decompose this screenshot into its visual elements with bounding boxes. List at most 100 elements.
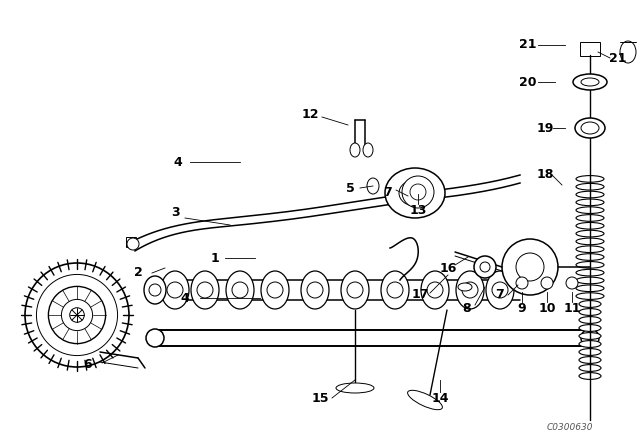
Circle shape [492,282,508,298]
Circle shape [307,282,323,298]
Ellipse shape [576,199,604,206]
Text: 20: 20 [519,76,537,89]
Ellipse shape [576,254,604,260]
Ellipse shape [421,271,449,309]
Text: 5: 5 [346,181,355,194]
Text: 3: 3 [171,207,179,220]
Text: C0300630: C0300630 [547,423,593,432]
Ellipse shape [576,269,604,276]
Text: 9: 9 [518,302,526,314]
Circle shape [410,184,426,200]
Ellipse shape [301,271,329,309]
Text: 4: 4 [173,155,182,168]
Ellipse shape [367,178,379,194]
Ellipse shape [579,349,601,355]
Ellipse shape [350,143,360,157]
Bar [163,283,179,290]
Ellipse shape [191,271,219,309]
Circle shape [516,253,544,281]
Ellipse shape [474,256,496,278]
Ellipse shape [575,118,605,138]
Circle shape [402,176,434,208]
Ellipse shape [399,180,431,206]
Ellipse shape [579,325,601,332]
Ellipse shape [486,271,514,309]
Ellipse shape [579,365,601,371]
Ellipse shape [576,293,604,299]
Text: 2: 2 [134,267,142,280]
Text: 1: 1 [211,251,220,264]
Text: 13: 13 [410,203,427,216]
Text: 4: 4 [180,292,189,305]
Circle shape [462,282,478,298]
Ellipse shape [579,340,601,347]
Ellipse shape [581,122,599,134]
Circle shape [127,238,139,250]
Circle shape [347,282,363,298]
Text: 7: 7 [495,289,504,302]
Circle shape [541,277,553,289]
Text: 15: 15 [311,392,329,405]
Ellipse shape [576,207,604,214]
Text: 7: 7 [383,185,392,198]
Circle shape [197,282,213,298]
Text: 17: 17 [412,289,429,302]
Ellipse shape [226,271,254,309]
Ellipse shape [146,329,164,347]
Ellipse shape [576,191,604,198]
Text: 18: 18 [536,168,554,181]
Ellipse shape [408,390,442,410]
Circle shape [267,282,283,298]
Ellipse shape [579,357,601,363]
Ellipse shape [576,215,604,221]
Bar [126,237,136,247]
Circle shape [232,282,248,298]
Text: 6: 6 [84,358,92,371]
Text: 11: 11 [563,302,580,314]
Text: 16: 16 [439,262,457,275]
Text: 8: 8 [463,302,471,314]
Ellipse shape [480,262,490,272]
Ellipse shape [381,271,409,309]
Ellipse shape [336,383,374,393]
Ellipse shape [576,230,604,237]
Ellipse shape [620,41,636,63]
Ellipse shape [161,271,189,309]
Text: 12: 12 [301,108,319,121]
Ellipse shape [385,168,445,218]
Circle shape [167,282,183,298]
Bar [580,42,600,56]
Ellipse shape [576,183,604,190]
Ellipse shape [576,246,604,253]
Ellipse shape [458,283,472,291]
Circle shape [502,239,558,295]
Text: 21: 21 [519,39,537,52]
Ellipse shape [579,317,601,323]
Text: 14: 14 [431,392,449,405]
Ellipse shape [576,176,604,182]
Ellipse shape [581,78,599,86]
Text: 21: 21 [609,52,627,65]
Ellipse shape [456,271,484,309]
Ellipse shape [576,223,604,229]
Ellipse shape [341,271,369,309]
Ellipse shape [261,271,289,309]
Circle shape [427,282,443,298]
Ellipse shape [576,262,604,268]
Ellipse shape [579,301,601,307]
Ellipse shape [573,74,607,90]
Ellipse shape [363,143,373,157]
Ellipse shape [579,373,601,379]
Circle shape [516,277,528,289]
Ellipse shape [576,285,604,292]
Circle shape [149,284,161,296]
Text: 10: 10 [538,302,556,314]
Ellipse shape [144,276,166,304]
Ellipse shape [579,309,601,315]
Text: 19: 19 [536,121,554,134]
Ellipse shape [576,277,604,284]
Ellipse shape [581,329,599,347]
Circle shape [566,277,578,289]
Circle shape [387,282,403,298]
Ellipse shape [579,332,601,340]
